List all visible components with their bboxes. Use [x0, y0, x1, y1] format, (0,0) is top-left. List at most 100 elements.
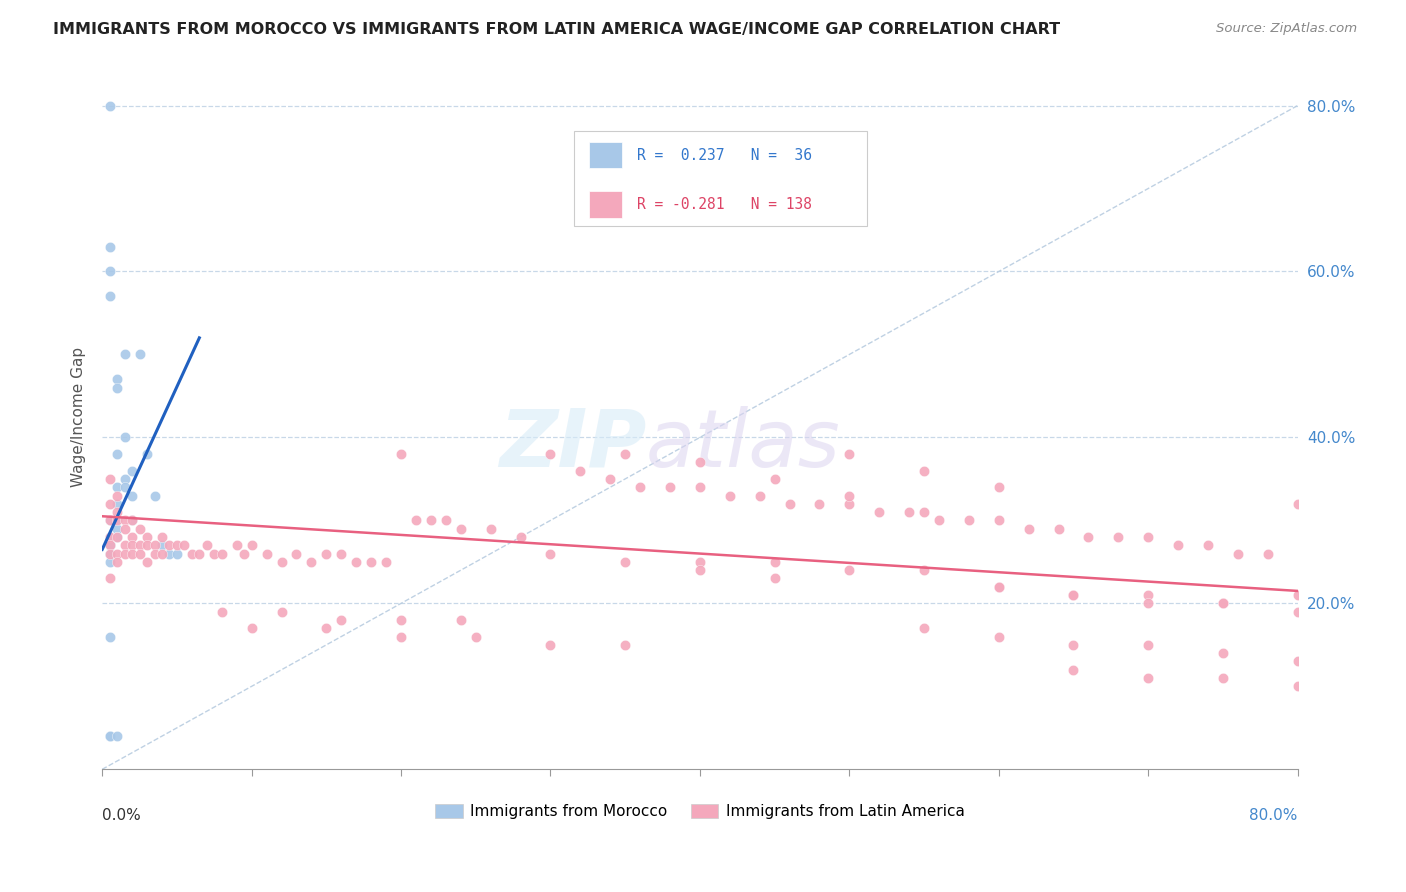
Point	[912, 563, 935, 577]
Point	[98, 472, 121, 486]
Point	[121, 513, 143, 527]
Point	[299, 555, 322, 569]
Point	[779, 497, 801, 511]
Bar	[589, 191, 623, 218]
Point	[360, 555, 382, 569]
FancyBboxPatch shape	[575, 131, 868, 227]
Point	[1137, 671, 1160, 685]
Point	[98, 630, 121, 644]
Point	[1212, 596, 1234, 610]
Point	[98, 547, 121, 561]
Point	[105, 488, 128, 502]
Point	[763, 555, 786, 569]
Point	[689, 480, 711, 494]
Text: 80.0%: 80.0%	[1250, 808, 1298, 823]
Point	[136, 555, 159, 569]
Point	[136, 447, 159, 461]
Text: IMMIGRANTS FROM MOROCCO VS IMMIGRANTS FROM LATIN AMERICA WAGE/INCOME GAP CORRELA: IMMIGRANTS FROM MOROCCO VS IMMIGRANTS FR…	[53, 22, 1060, 37]
Point	[838, 497, 860, 511]
Point	[105, 381, 128, 395]
Point	[114, 480, 136, 494]
Point	[128, 347, 150, 361]
Point	[1257, 547, 1279, 561]
Point	[1212, 646, 1234, 660]
Point	[121, 538, 143, 552]
Point	[114, 538, 136, 552]
Point	[1137, 530, 1160, 544]
Point	[344, 555, 367, 569]
Point	[748, 488, 770, 502]
Text: R = -0.281   N = 138: R = -0.281 N = 138	[637, 197, 811, 212]
Point	[614, 447, 637, 461]
Point	[98, 239, 121, 253]
Point	[98, 513, 121, 527]
Point	[98, 264, 121, 278]
Point	[479, 522, 502, 536]
Point	[195, 538, 218, 552]
Point	[1107, 530, 1129, 544]
Point	[540, 547, 562, 561]
Point	[912, 621, 935, 635]
Point	[98, 530, 121, 544]
Point	[1286, 679, 1309, 693]
Point	[105, 530, 128, 544]
Point	[1286, 655, 1309, 669]
Point	[105, 497, 128, 511]
Point	[114, 547, 136, 561]
Y-axis label: Wage/Income Gap: Wage/Income Gap	[72, 347, 86, 487]
Point	[1137, 638, 1160, 652]
Point	[420, 513, 443, 527]
Point	[150, 547, 173, 561]
Point	[143, 488, 166, 502]
Point	[405, 513, 427, 527]
Point	[1137, 588, 1160, 602]
Point	[105, 547, 128, 561]
Point	[689, 563, 711, 577]
Point	[450, 522, 472, 536]
Text: Source: ZipAtlas.com: Source: ZipAtlas.com	[1216, 22, 1357, 36]
Point	[912, 464, 935, 478]
Point	[240, 538, 263, 552]
Point	[838, 447, 860, 461]
Point	[150, 530, 173, 544]
Point	[1063, 588, 1085, 602]
Point	[105, 522, 128, 536]
Point	[659, 480, 682, 494]
Point	[180, 547, 202, 561]
Text: ZIP: ZIP	[499, 406, 647, 483]
Text: atlas: atlas	[647, 406, 841, 483]
Point	[114, 347, 136, 361]
Point	[1063, 663, 1085, 677]
Bar	[589, 142, 623, 169]
Point	[928, 513, 950, 527]
Point	[838, 488, 860, 502]
Point	[143, 547, 166, 561]
Point	[689, 555, 711, 569]
Point	[1197, 538, 1219, 552]
Point	[188, 547, 211, 561]
Point	[128, 547, 150, 561]
Point	[1137, 596, 1160, 610]
Point	[121, 513, 143, 527]
Point	[105, 372, 128, 386]
Point	[987, 630, 1010, 644]
Point	[143, 538, 166, 552]
Point	[389, 447, 412, 461]
Point	[128, 538, 150, 552]
Point	[270, 605, 292, 619]
Point	[98, 547, 121, 561]
Point	[912, 505, 935, 519]
Point	[628, 480, 651, 494]
Point	[105, 513, 128, 527]
Point	[121, 530, 143, 544]
Point	[166, 547, 188, 561]
Point	[450, 613, 472, 627]
Point	[330, 547, 353, 561]
Point	[868, 505, 890, 519]
Point	[98, 530, 121, 544]
Point	[159, 547, 181, 561]
Legend: Immigrants from Morocco, Immigrants from Latin America: Immigrants from Morocco, Immigrants from…	[429, 797, 970, 825]
Point	[270, 555, 292, 569]
Point	[98, 729, 121, 743]
Point	[225, 538, 247, 552]
